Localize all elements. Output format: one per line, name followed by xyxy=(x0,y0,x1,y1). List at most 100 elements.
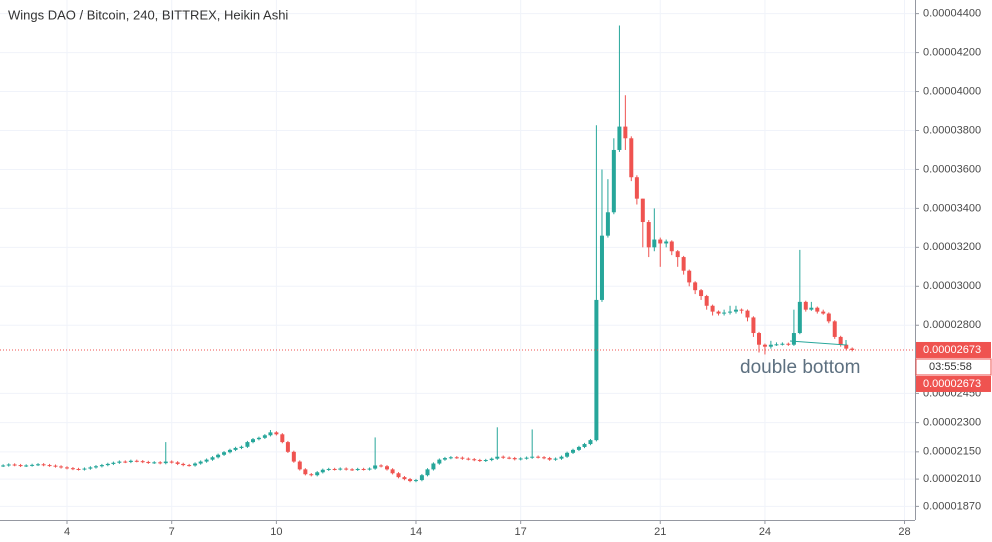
candle-body xyxy=(181,463,186,466)
candle-body xyxy=(826,313,831,322)
candle-body xyxy=(838,336,843,345)
candle-body xyxy=(617,126,622,150)
candle-body xyxy=(12,464,17,466)
candle-body xyxy=(390,469,395,474)
candle-body xyxy=(652,239,657,248)
candle-body xyxy=(274,432,279,435)
candle-body xyxy=(576,446,581,450)
candle-body xyxy=(239,446,244,448)
candle-body xyxy=(24,465,29,467)
candle-body xyxy=(123,461,128,463)
candle-body xyxy=(530,456,535,458)
candle-body xyxy=(204,459,209,462)
y-tick-label: 0.00003000 xyxy=(923,280,981,292)
candle-body xyxy=(187,465,192,467)
x-tick-label: 14 xyxy=(410,526,422,538)
price-label: 0.00002673 xyxy=(923,344,981,356)
candle-body xyxy=(739,309,744,311)
candle-body xyxy=(82,468,87,470)
candle-body xyxy=(402,477,407,480)
candle-body xyxy=(431,463,436,470)
candle-body xyxy=(559,456,564,459)
candle-body xyxy=(367,468,372,470)
candle-body xyxy=(36,464,41,466)
candle-body xyxy=(809,307,814,310)
candle-body xyxy=(669,241,674,252)
countdown-box xyxy=(915,358,992,376)
candle-body xyxy=(350,469,355,471)
candle-body xyxy=(844,344,849,349)
y-tick-label: 0.00003400 xyxy=(923,202,981,214)
candle-body xyxy=(658,239,663,244)
candle-body xyxy=(699,290,704,297)
candle-body xyxy=(396,473,401,478)
candle-body xyxy=(512,458,517,460)
candle-body xyxy=(728,311,733,313)
candle-body xyxy=(216,454,221,458)
candle-body xyxy=(507,457,512,459)
candle-body xyxy=(419,475,424,481)
candle-body xyxy=(6,464,11,466)
candle-body xyxy=(320,469,325,473)
candle-body xyxy=(722,312,727,314)
candle-body xyxy=(175,462,180,464)
x-tick-label: 4 xyxy=(64,526,70,538)
candle-body xyxy=(832,321,837,337)
candle-body xyxy=(344,468,349,470)
y-tick-label: 0.00004400 xyxy=(923,8,981,20)
x-tick-label: 7 xyxy=(169,526,175,538)
candle-body xyxy=(105,463,110,466)
candle-body xyxy=(128,460,133,462)
candle-body xyxy=(565,452,570,457)
candle-body xyxy=(93,466,98,468)
candle-body xyxy=(547,458,552,460)
candle-body xyxy=(222,452,227,455)
candle-body xyxy=(1,465,6,467)
candle-body xyxy=(664,241,669,244)
x-tick-label: 28 xyxy=(898,526,910,538)
candle-body xyxy=(30,464,35,466)
candle-body xyxy=(437,459,442,464)
candle-body xyxy=(379,465,384,467)
candle-body xyxy=(18,465,23,467)
candle-body xyxy=(681,257,686,271)
candle-body xyxy=(291,451,296,462)
candle-body xyxy=(251,439,256,443)
candle-body xyxy=(245,442,250,447)
candle-body xyxy=(70,468,75,470)
candle-body xyxy=(140,461,145,463)
y-tick-label: 0.00003800 xyxy=(923,124,981,136)
candle-body xyxy=(477,460,482,462)
candle-body xyxy=(59,466,64,468)
candle-body xyxy=(710,305,715,312)
candle-body xyxy=(553,458,558,460)
candle-body xyxy=(495,456,500,459)
y-tick-label: 0.00002300 xyxy=(923,417,981,429)
candle-body xyxy=(88,467,93,469)
countdown: 03:55:58 xyxy=(929,361,972,373)
candle-body xyxy=(309,474,314,476)
candle-body xyxy=(268,432,273,436)
y-tick-label: 0.00004200 xyxy=(923,46,981,58)
candle-body xyxy=(303,469,308,475)
candle-body xyxy=(332,468,337,470)
last-price-label: 0.00002673 xyxy=(923,378,981,390)
candle-body xyxy=(536,456,541,458)
candle-body xyxy=(762,344,767,347)
candle-body xyxy=(338,468,343,470)
candle-body xyxy=(262,435,267,438)
x-tick-label: 17 xyxy=(515,526,527,538)
y-tick-label: 0.00002800 xyxy=(923,319,981,331)
candle-body xyxy=(599,235,604,300)
candle-body xyxy=(629,138,634,178)
candle-body xyxy=(227,449,232,453)
candle-body xyxy=(466,458,471,460)
candle-body xyxy=(152,462,157,464)
candle-body xyxy=(193,463,198,466)
x-tick-label: 21 xyxy=(654,526,666,538)
candle-body xyxy=(821,311,826,314)
chart-title: Wings DAO / Bitcoin, 240, BITTREX, Heiki… xyxy=(8,7,288,22)
candles xyxy=(1,25,855,483)
candle-body xyxy=(413,480,418,482)
candle-body xyxy=(158,462,163,464)
